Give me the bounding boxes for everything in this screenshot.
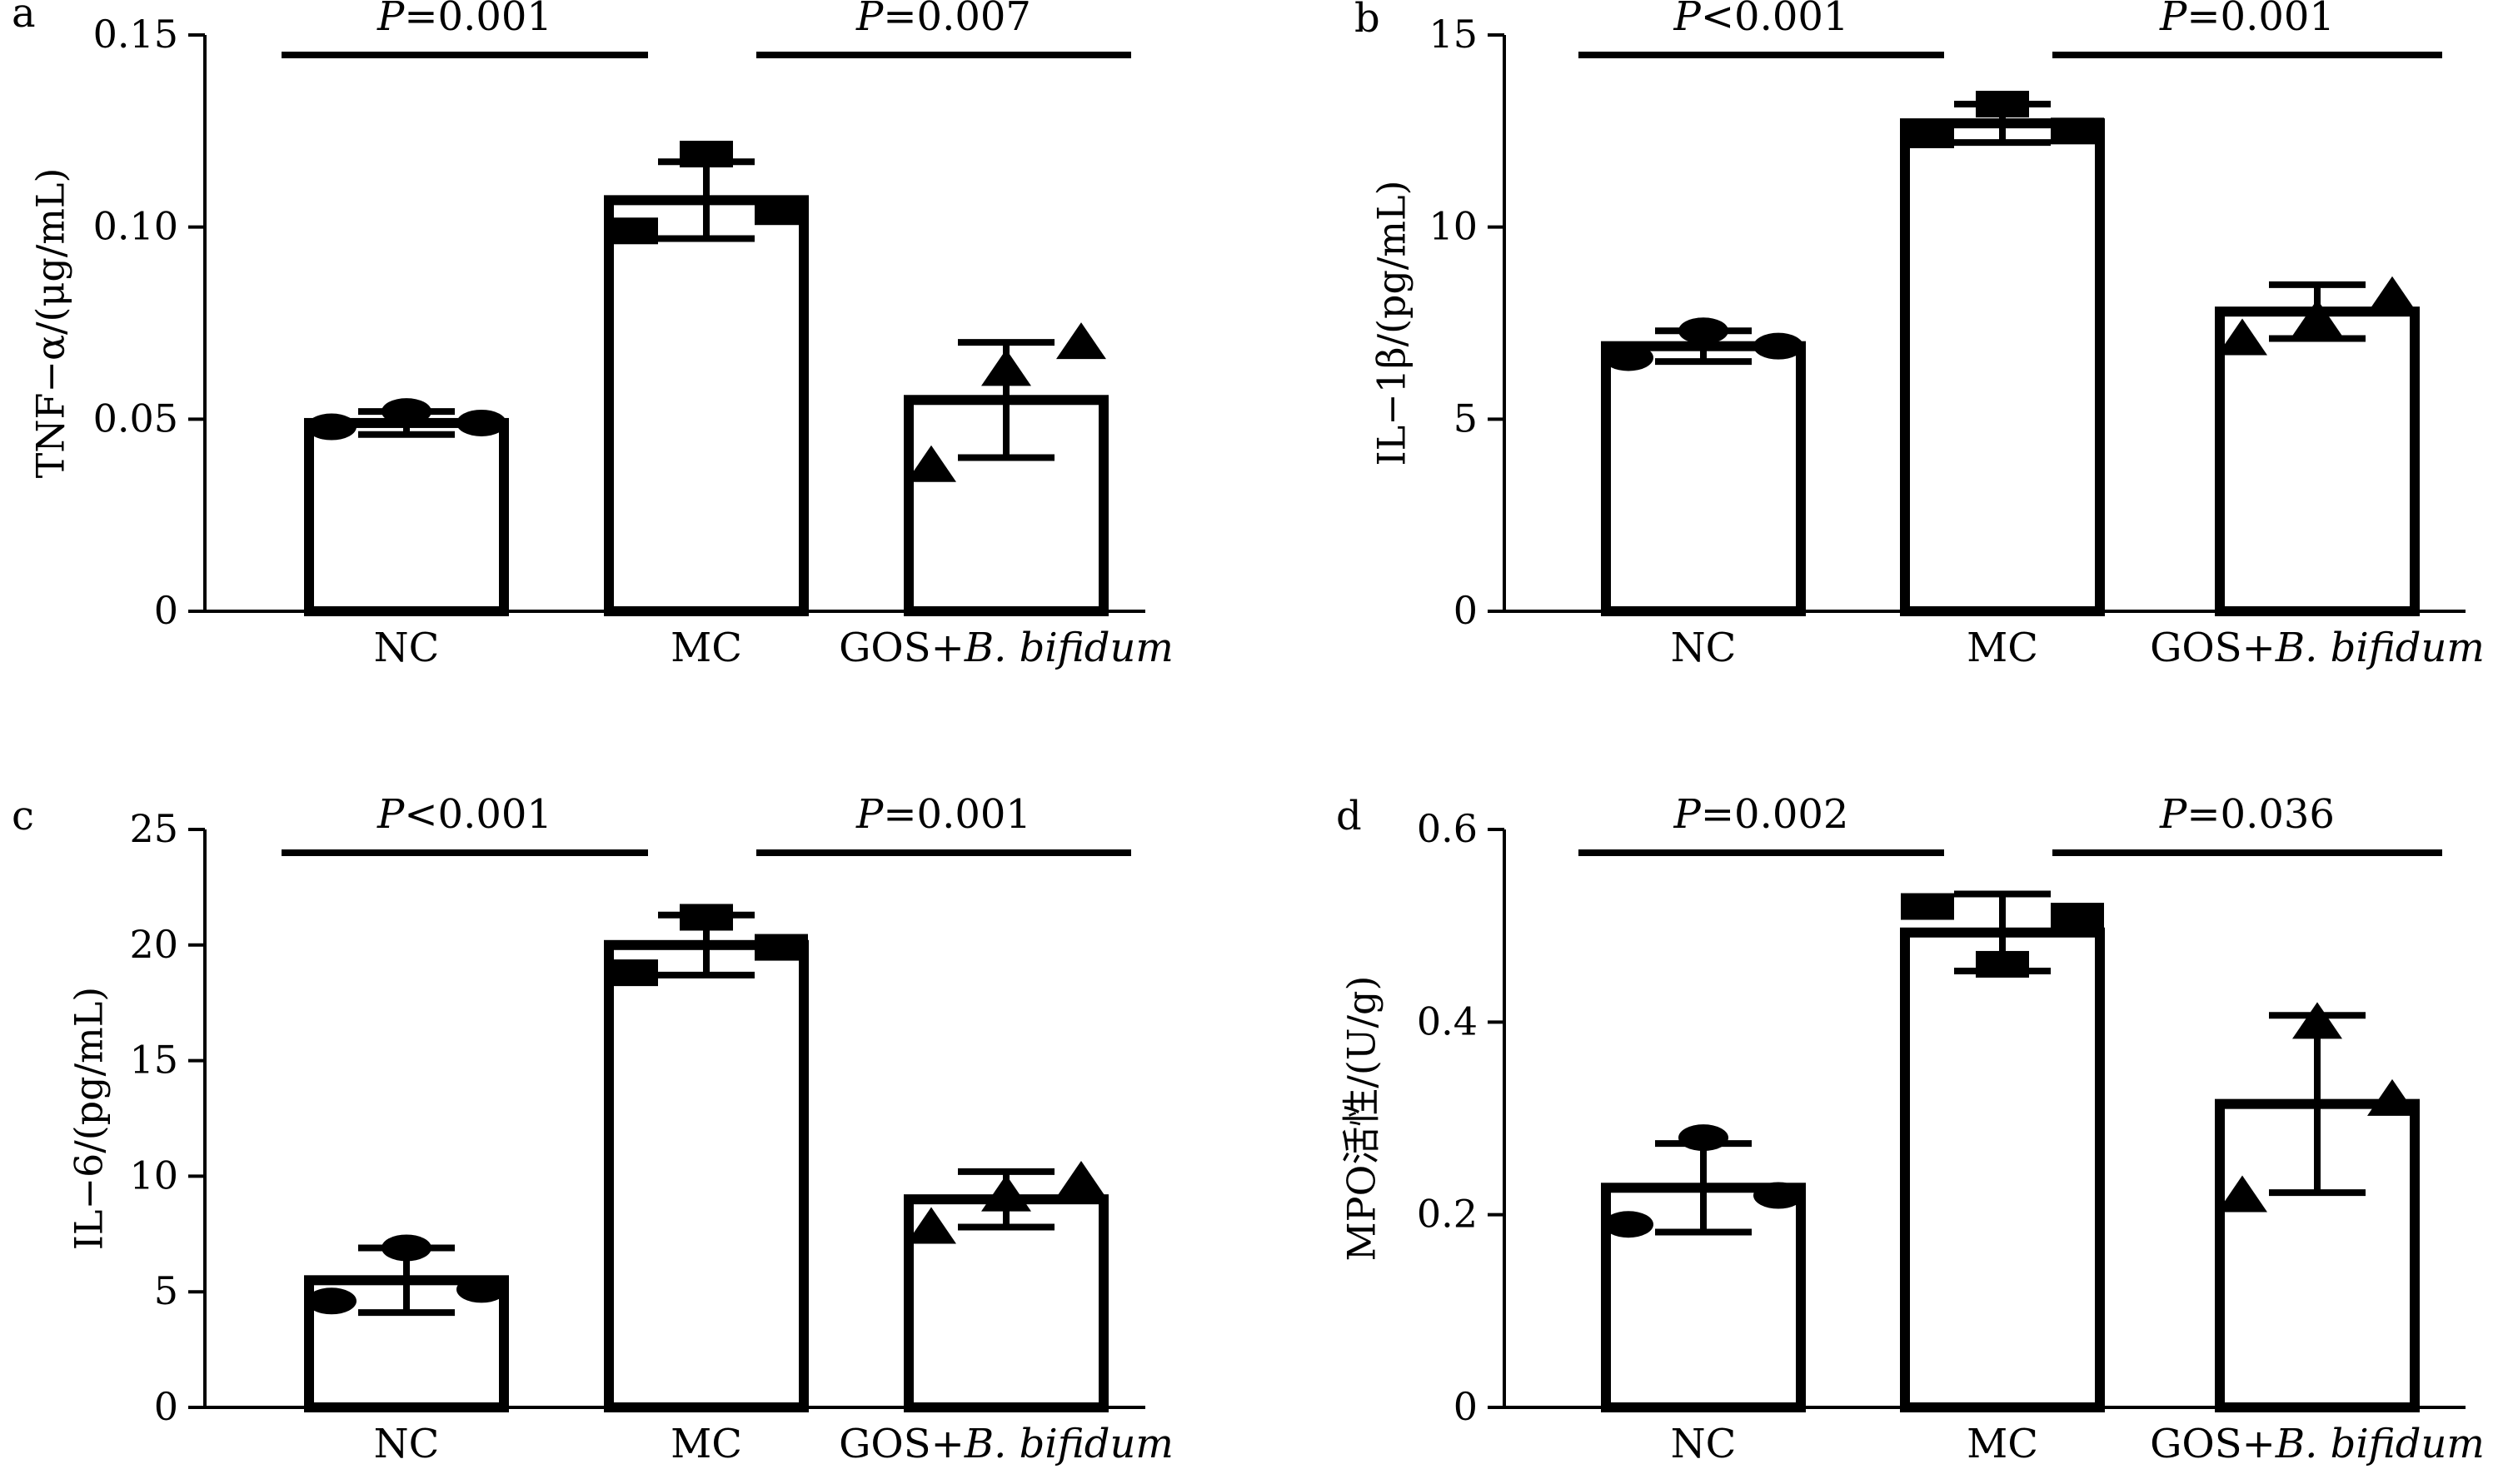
bar	[2215, 306, 2420, 616]
data-point	[307, 413, 357, 441]
y-axis-title: IL−6/(pg/mL)	[66, 987, 111, 1250]
y-axis-title: MPO活性/(U/g)	[1339, 976, 1384, 1262]
panel-a: a TNF−α/(μg/mL) 0 0.05 0.10 0.15 NC MC GOS+B. bi…	[12, 0, 1174, 671]
bar	[604, 195, 809, 617]
y-axis-title: TNF−α/(μg/mL)	[27, 168, 72, 479]
bar	[1601, 341, 1806, 616]
y-tick-label: 15	[1429, 12, 1478, 57]
y-tick-label: 0.4	[1417, 998, 1478, 1043]
y-tick-label: 0	[1453, 588, 1478, 633]
y-tick-label: 10	[1429, 204, 1478, 249]
data-point	[906, 1207, 956, 1244]
data-point	[2051, 117, 2104, 145]
data-point	[755, 934, 808, 961]
data-point	[1056, 322, 1106, 360]
data-point	[1056, 1160, 1106, 1198]
data-point	[1603, 344, 1653, 371]
p-value-label: P=0.036	[2159, 791, 2335, 838]
data-point	[605, 959, 658, 987]
y-tick-label: 0	[154, 1384, 178, 1429]
data-point	[307, 1287, 357, 1315]
x-category-label: GOS+B. bifidum	[2150, 1421, 2485, 1467]
p-value-label: P=0.001	[855, 791, 1031, 838]
data-point	[680, 141, 733, 168]
data-point	[2367, 1078, 2417, 1116]
p-value-label: P<0.001	[1673, 0, 1849, 40]
data-point	[2051, 903, 2104, 930]
panel-c: c IL−6/(pg/mL) 0 5 10 15 20 25 NC MC GOS+B. bifidu…	[12, 791, 1174, 1467]
data-point	[1678, 317, 1728, 345]
panel-b: b IL−1β/(pg/mL) 0 5 10 15 NC MC GOS+B. bifidum P<…	[1354, 0, 2485, 671]
x-category-label: MC	[1967, 625, 2038, 671]
y-tick-label: 0	[154, 588, 178, 633]
y-tick-label: 20	[129, 922, 178, 967]
p-value-label: P=0.001	[376, 0, 552, 40]
x-category-label: NC	[1671, 1421, 1737, 1467]
panel-d: d MPO活性/(U/g) 0 0.2 0.4 0.6 NC MC GOS+B. bifidum…	[1336, 791, 2485, 1467]
bar	[1900, 927, 2105, 1412]
y-tick-label: 5	[154, 1268, 178, 1313]
x-category-label: MC	[671, 1421, 742, 1467]
data-point	[1603, 1211, 1653, 1238]
x-category-label: NC	[374, 625, 440, 671]
p-value-label: P=0.007	[855, 0, 1031, 40]
data-point	[2292, 299, 2342, 336]
y-tick-label: 0.05	[93, 396, 178, 441]
x-category-label: MC	[1967, 1421, 2038, 1467]
data-point	[1753, 1182, 1803, 1209]
x-category-label: GOS+B. bifidum	[839, 1421, 1174, 1467]
data-point	[906, 445, 956, 482]
p-value-label: P=0.002	[1673, 791, 1849, 838]
x-category-label: GOS+B. bifidum	[2150, 625, 2485, 671]
data-point	[456, 409, 506, 436]
data-point	[456, 1276, 506, 1303]
y-tick-label: 0.10	[93, 204, 178, 249]
data-point	[2217, 1175, 2267, 1213]
y-tick-label: 0.2	[1417, 1192, 1478, 1237]
data-point	[1901, 893, 1954, 920]
data-point	[2367, 276, 2417, 313]
x-category-label: NC	[1671, 625, 1737, 671]
data-point	[1976, 950, 2029, 978]
y-tick-label: 25	[129, 806, 178, 851]
data-point	[1901, 121, 1954, 148]
panel-letter: a	[12, 0, 36, 37]
panel-letter: b	[1354, 0, 1380, 42]
data-point	[381, 1234, 431, 1262]
x-category-label: GOS+B. bifidum	[839, 625, 1174, 671]
bar	[604, 939, 809, 1413]
bar	[304, 417, 509, 616]
y-tick-label: 15	[129, 1038, 178, 1083]
x-category-label: NC	[374, 1421, 440, 1467]
data-point	[1678, 1124, 1728, 1152]
y-tick-label: 0	[1453, 1384, 1478, 1429]
x-category-label: MC	[671, 625, 742, 671]
y-tick-label: 10	[129, 1153, 178, 1198]
data-point	[605, 217, 658, 245]
data-point	[981, 349, 1031, 386]
data-point	[1976, 91, 2029, 118]
bar	[1900, 118, 2105, 616]
y-tick-label: 0.15	[93, 12, 178, 57]
y-tick-label: 5	[1453, 396, 1478, 441]
data-point	[1753, 332, 1803, 360]
panel-letter: d	[1336, 793, 1362, 839]
data-point	[981, 1174, 1031, 1212]
data-point	[755, 198, 808, 226]
data-point	[2292, 1002, 2342, 1039]
data-point	[2217, 318, 2267, 356]
data-point	[381, 398, 431, 426]
y-axis-title: IL−1β/(pg/mL)	[1369, 180, 1414, 466]
panel-letter: c	[12, 793, 34, 839]
y-tick-label: 0.6	[1417, 806, 1478, 851]
p-value-label: P<0.001	[376, 791, 552, 838]
p-value-label: P=0.001	[2159, 0, 2335, 40]
data-point	[680, 904, 733, 931]
